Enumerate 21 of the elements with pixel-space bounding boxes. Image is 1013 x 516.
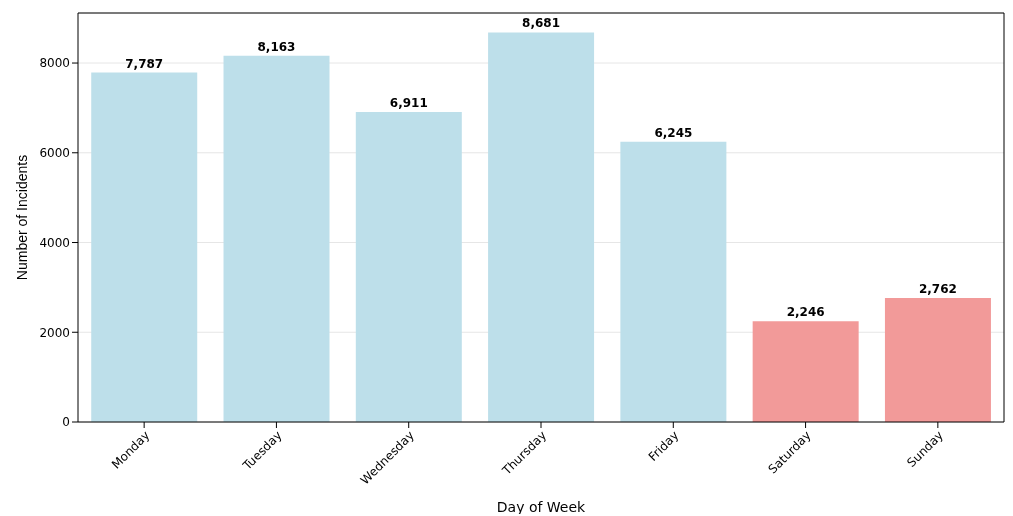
bar — [355, 111, 462, 422]
data-label: 8,681 — [522, 16, 561, 31]
bar — [488, 32, 595, 422]
bar — [884, 298, 991, 422]
data-label: 2,762 — [918, 282, 957, 297]
y-tick-label: 2000 — [39, 325, 70, 340]
x-axis-title: Day of Week — [496, 499, 587, 515]
y-tick-label: 4000 — [39, 235, 70, 250]
bar — [91, 72, 198, 422]
data-label: 6,245 — [654, 125, 693, 140]
data-label: 7,787 — [125, 56, 164, 71]
y-axis-title: Number of Incidents — [13, 154, 30, 281]
data-label: 8,163 — [257, 39, 296, 54]
y-tick-label: 6000 — [39, 146, 70, 161]
bar — [620, 141, 727, 422]
data-label: 6,911 — [389, 95, 428, 110]
y-tick-label: 0 — [62, 415, 70, 430]
bar — [223, 55, 330, 422]
y-tick-label: 8000 — [39, 56, 70, 71]
data-label: 2,246 — [786, 305, 825, 320]
bar — [752, 321, 859, 422]
